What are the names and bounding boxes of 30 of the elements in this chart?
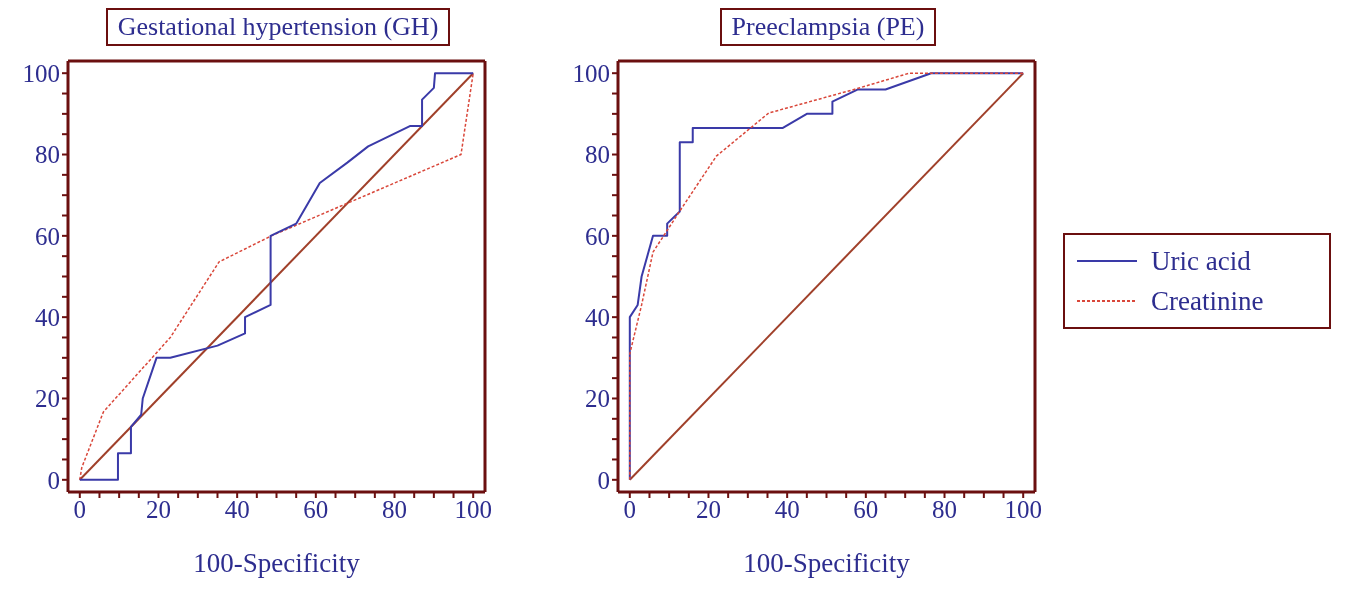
y-tick-label: 0: [597, 466, 610, 494]
y-tick-label: 40: [35, 304, 60, 332]
x-tick-label: 0: [623, 495, 637, 523]
x-tick-label: 0: [73, 495, 87, 523]
x-tick-label: 100: [454, 495, 492, 523]
x-tick-label: 20: [145, 495, 171, 523]
y-tick-label: 0: [47, 466, 60, 494]
x-tick-label: 40: [224, 495, 250, 523]
y-tick-label: 60: [585, 222, 610, 250]
legend-label: Creatinine: [1151, 285, 1264, 317]
x-tick-label: 20: [695, 495, 721, 523]
x-axis-title: 100-Specificity: [193, 548, 361, 578]
x-tick-label: 100: [1004, 495, 1042, 523]
y-tick-label: 60: [35, 222, 60, 250]
y-tick-label: 100: [22, 60, 60, 88]
y-tick-label: 20: [35, 385, 60, 413]
legend-label: Uric acid: [1151, 245, 1251, 277]
x-tick-label: 60: [303, 495, 329, 523]
x-tick-label: 40: [774, 495, 800, 523]
y-tick-label: 100: [572, 60, 610, 88]
chart-title: Preeclampsia (PE): [719, 8, 937, 46]
y-tick-label: 80: [585, 141, 610, 169]
y-tick-label: 40: [585, 304, 610, 332]
y-tick-label: 80: [35, 141, 60, 169]
x-tick-label: 60: [853, 495, 879, 523]
x-tick-label: 80: [382, 495, 408, 523]
y-tick-label: 20: [585, 385, 610, 413]
x-tick-label: 80: [932, 495, 958, 523]
chart-title: Gestational hypertension (GH): [105, 8, 451, 46]
x-axis-title: 100-Specificity: [743, 548, 911, 578]
